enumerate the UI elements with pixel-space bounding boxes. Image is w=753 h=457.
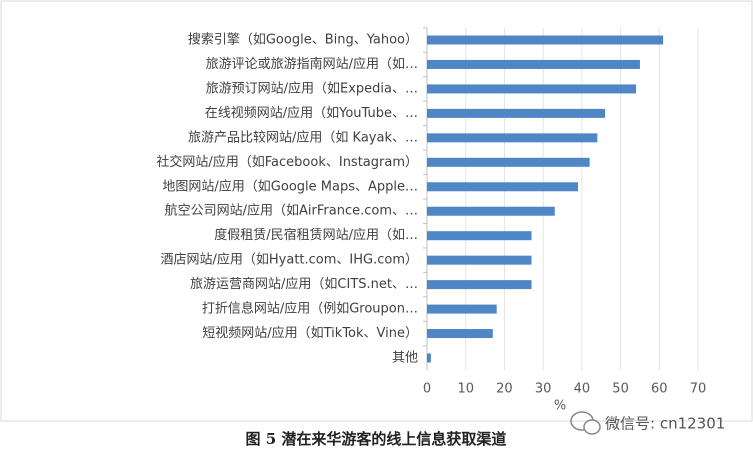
bar: [427, 231, 532, 241]
bar: [427, 329, 493, 339]
x-axis-label: %: [554, 399, 566, 414]
y-tick-label: 打折信息网站/应用（例如Groupon…: [202, 301, 418, 317]
y-tick-label: 社交网站/应用（如Facebook、Instagram）: [156, 154, 418, 170]
x-tick-label: 20: [496, 382, 513, 397]
x-tick-label: 50: [612, 382, 629, 397]
bar: [427, 255, 532, 265]
x-tick-label: 60: [651, 382, 668, 397]
y-tick-label: 搜索引擎（如Google、Bing、Yahoo）: [188, 32, 418, 48]
watermark-icon: [570, 411, 601, 435]
bar: [427, 59, 640, 69]
bar: [427, 353, 431, 363]
y-tick-label: 其他: [392, 351, 418, 366]
x-tick-label: 70: [690, 382, 707, 397]
bar: [427, 108, 606, 118]
y-tick-label: 旅游评论或旅游指南网站/应用（如…: [206, 56, 418, 72]
chart-frame: [0, 0, 753, 422]
y-tick-label: 度假租赁/民宿租赁网站/应用（如…: [214, 227, 418, 243]
bar: [427, 35, 664, 45]
x-tick-label: 40: [574, 382, 591, 397]
bar: [427, 157, 590, 167]
bar: [427, 84, 637, 94]
caption: 图 5 潜在来华游客的线上信息获取渠道: [246, 430, 507, 448]
y-tick-label: 旅游运营商网站/应用（如CITS.net、…: [190, 276, 418, 292]
y-tick-label: 航空公司网站/应用（如AirFrance.com、…: [165, 203, 418, 219]
x-tick-label: 30: [535, 382, 552, 397]
bar: [427, 206, 555, 216]
x-tick-label: 10: [457, 382, 474, 397]
y-tick-label: 在线视频网站/应用（如YouTube、…: [205, 105, 418, 121]
bar: [427, 133, 598, 143]
y-tick-label: 短视频网站/应用（如TikTok、Vine）: [202, 325, 418, 341]
bar: [427, 304, 497, 314]
y-tick-label: 旅游预订网站/应用（如Expedia、…: [206, 80, 418, 96]
bar: [427, 182, 578, 192]
y-tick-label: 地图网站/应用（如Google Maps、Apple…: [162, 178, 418, 194]
x-tick-label: 0: [423, 382, 431, 397]
bar: [427, 280, 532, 290]
y-tick-label: 旅游产品比较网站/应用（如 Kayak、…: [188, 129, 418, 145]
watermark: 微信号: cn12301: [605, 415, 725, 433]
y-tick-label: 酒店网站/应用（如Hyatt.com、IHG.com）: [161, 252, 419, 268]
